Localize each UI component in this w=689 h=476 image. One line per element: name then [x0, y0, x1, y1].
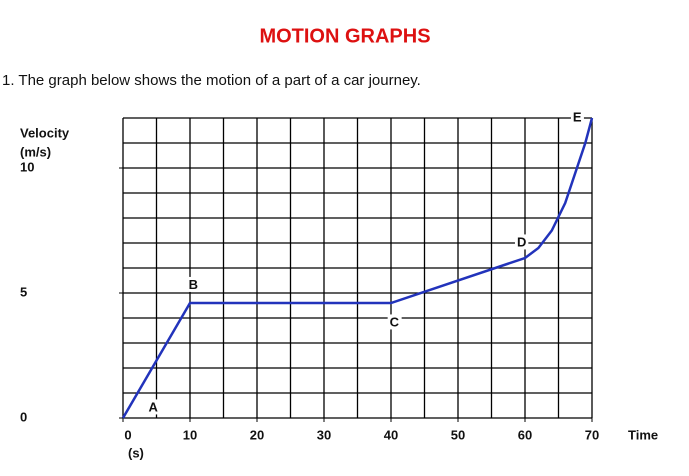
- x-tick-label: 30: [317, 427, 331, 442]
- point-label: B: [189, 277, 198, 292]
- x-unit: (s): [128, 445, 144, 460]
- label-bg: [186, 276, 201, 292]
- x-tick-label: 10: [183, 427, 197, 442]
- label-bg: [570, 109, 584, 125]
- point-label: C: [390, 314, 400, 329]
- y-tick-label: 0: [20, 409, 27, 424]
- label-bg: [146, 399, 161, 415]
- x-tick-label: 0: [124, 427, 131, 442]
- point-label: D: [517, 234, 526, 249]
- x-tick-label: 70: [585, 427, 599, 442]
- label-bg: [514, 234, 529, 250]
- x-label: Time: [628, 427, 658, 442]
- question: 1. The graph below shows the motion of a…: [2, 72, 421, 89]
- y-tick-label: 10: [20, 159, 34, 174]
- velocity-line: [121, 117, 594, 419]
- point-label: A: [148, 399, 158, 414]
- label-bg: [387, 314, 402, 330]
- y-label: (m/s): [20, 144, 51, 159]
- x-tick-label: 20: [250, 427, 264, 442]
- y-tick-label: 5: [20, 284, 27, 299]
- x-tick-label: 50: [451, 427, 465, 442]
- x-tick-label: 40: [384, 427, 398, 442]
- title: MOTION GRAPHS: [259, 25, 430, 47]
- y-label: Velocity: [20, 125, 70, 140]
- x-tick-label: 60: [518, 427, 532, 442]
- point-label: E: [573, 109, 582, 124]
